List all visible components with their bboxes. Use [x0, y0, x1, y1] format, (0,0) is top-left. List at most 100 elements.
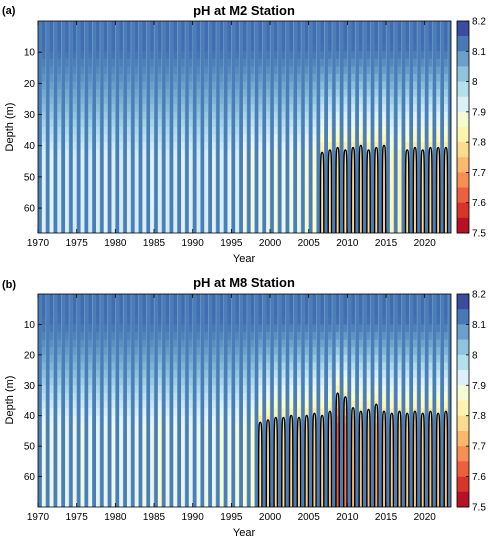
heatmap-cell — [235, 149, 239, 158]
heatmap-cell — [142, 119, 147, 128]
heatmap-cell — [405, 180, 410, 188]
heatmap-cell — [96, 210, 100, 219]
heatmap-cell — [428, 74, 433, 82]
heatmap-cell — [242, 446, 247, 455]
heatmap-cell — [181, 347, 185, 356]
heatmap-cell — [312, 149, 317, 158]
heatmap-cell — [374, 446, 379, 455]
heatmap-cell — [374, 438, 379, 447]
heatmap-cell — [382, 392, 386, 401]
heatmap-cell — [273, 377, 278, 386]
heatmap-cell — [103, 21, 108, 29]
season-column — [270, 21, 278, 233]
season-column — [370, 21, 379, 233]
season-column — [386, 294, 395, 507]
heatmap-cell — [219, 96, 224, 105]
heatmap-cell — [88, 43, 92, 52]
winter-column — [301, 294, 305, 507]
heatmap-cell — [304, 392, 309, 401]
heatmap-cell — [173, 111, 178, 120]
heatmap-cell — [413, 66, 417, 75]
heatmap-cell — [219, 172, 224, 181]
heatmap-cell — [273, 111, 278, 120]
heatmap-cell — [242, 134, 247, 143]
season-column — [370, 294, 379, 507]
heatmap-cell — [320, 119, 325, 128]
heatmap-cell — [452, 74, 456, 82]
heatmap-cell — [428, 362, 433, 371]
heatmap-cell — [312, 58, 317, 67]
heatmap-cell — [320, 187, 325, 196]
heatmap-cell — [320, 180, 325, 188]
heatmap-cell — [165, 217, 170, 226]
season-column — [324, 294, 333, 507]
heatmap-cell — [304, 74, 309, 82]
heatmap-cell — [126, 301, 131, 310]
heatmap-cell — [428, 142, 433, 151]
heatmap-cell — [150, 187, 154, 196]
heatmap-cell — [374, 134, 379, 143]
heatmap-cell — [382, 468, 386, 477]
heatmap-cell — [366, 127, 371, 135]
heatmap-cell — [304, 225, 309, 233]
heatmap-cell — [57, 21, 62, 29]
heatmap-cell — [119, 225, 123, 233]
heatmap-cell — [320, 339, 325, 348]
heatmap-cell — [196, 180, 201, 188]
heatmap-cell — [452, 340, 456, 348]
winter-column — [123, 294, 127, 507]
heatmap-cell — [281, 453, 286, 462]
heatmap-cell — [111, 324, 116, 333]
heatmap-cell — [266, 149, 270, 158]
heatmap-cell — [382, 339, 386, 348]
heatmap-cell — [165, 127, 170, 135]
heatmap-cell — [96, 392, 100, 401]
heatmap-cell — [227, 370, 232, 379]
heatmap-cell — [242, 430, 247, 439]
heatmap-cell — [134, 408, 139, 417]
heatmap-cell — [436, 476, 441, 485]
heatmap-cell — [111, 149, 116, 158]
heatmap-cell — [258, 202, 263, 211]
heatmap-cell — [150, 392, 154, 401]
heatmap-cell — [49, 362, 54, 371]
heatmap-cell — [103, 461, 108, 470]
heatmap-cell — [126, 202, 131, 211]
heatmap-cell — [219, 301, 224, 310]
heatmap-cell — [173, 172, 178, 181]
x-tick-label: 1990 — [182, 512, 205, 523]
heatmap-cell — [366, 58, 371, 67]
heatmap-cell — [397, 347, 402, 356]
heatmap-cell — [119, 339, 123, 348]
heatmap-cell — [88, 21, 92, 29]
heatmap-cell — [273, 43, 278, 52]
heatmap-cell — [358, 370, 363, 379]
heatmap-cell — [452, 454, 456, 462]
heatmap-cell — [119, 28, 123, 37]
heatmap-cell — [173, 332, 178, 341]
heatmap-cell — [444, 157, 448, 166]
heatmap-cell — [405, 104, 410, 113]
season-column — [332, 294, 340, 507]
heatmap-cell — [41, 172, 46, 181]
heatmap-cell — [366, 446, 371, 455]
heatmap-cell — [150, 347, 154, 356]
heatmap-cell — [273, 324, 278, 333]
x-tick-label: 2020 — [414, 238, 437, 249]
heatmap-cell — [119, 104, 123, 113]
heatmap-cell — [126, 36, 131, 45]
heatmap-cell — [49, 74, 54, 82]
heatmap-cell — [420, 438, 425, 447]
heatmap-cell — [304, 180, 309, 188]
heatmap-cell — [173, 195, 178, 204]
heatmap-cell — [72, 385, 77, 394]
heatmap-cell — [134, 51, 139, 60]
heatmap-cell — [258, 127, 263, 135]
heatmap-cell — [297, 210, 301, 219]
heatmap-cell — [297, 127, 301, 135]
heatmap-cell — [289, 499, 294, 507]
heatmap-cell — [80, 74, 85, 82]
heatmap-cell — [126, 142, 131, 151]
heatmap-cell — [273, 347, 278, 356]
contour-line-7-8 — [335, 392, 340, 507]
